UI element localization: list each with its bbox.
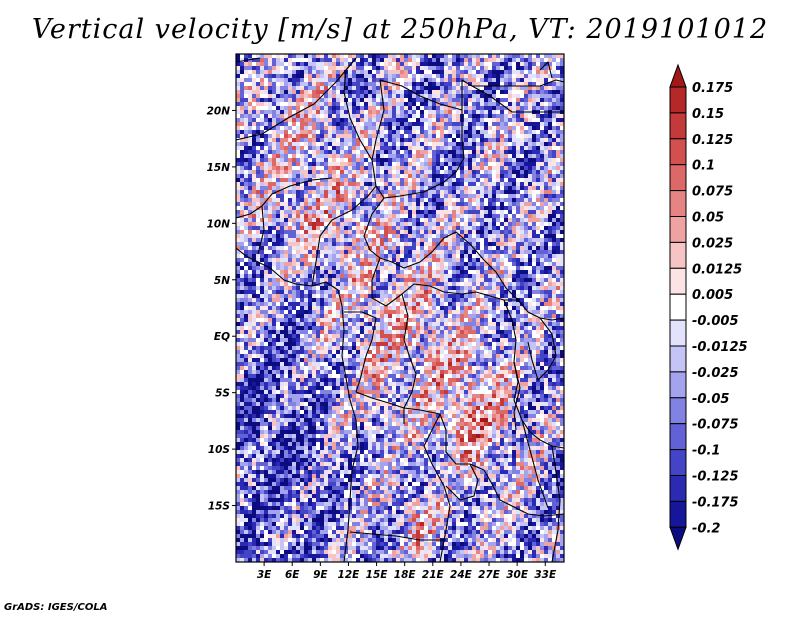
lon-tick-label: 6E: [285, 569, 300, 581]
colorbar-label: -0.025: [692, 366, 739, 381]
colorbar-label: 0.025: [692, 236, 733, 251]
colorbar-label: -0.075: [692, 418, 739, 433]
colorbar-swatch: [669, 138, 687, 166]
colorbar-swatch: [669, 500, 687, 528]
colorbar-swatch: [669, 449, 687, 477]
lon-tick-label: 9E: [313, 569, 328, 581]
border-line: [551, 445, 561, 562]
colorbar-swatch: [669, 112, 687, 140]
border-line: [445, 463, 479, 501]
border-line: [344, 311, 377, 393]
border-line: [521, 419, 549, 509]
border-line: [236, 177, 333, 219]
border-line: [443, 231, 564, 321]
colorbar-label: 0.005: [692, 288, 733, 303]
border-line: [401, 293, 417, 424]
lon-tick-label: 33E: [534, 569, 557, 581]
colorbar: 0.175 0.15 0.125 0.1 0.075 0.05 0.025 0.0125 0.0…: [669, 63, 748, 551]
lat-tick-label: EQ: [214, 331, 230, 343]
colorbar-label: 0.075: [692, 185, 733, 200]
colorbar-label: -0.125: [692, 470, 739, 485]
colorbar-label: -0.1: [692, 444, 720, 459]
colorbar-swatch: [669, 345, 687, 373]
colorbar-swatch: [669, 241, 687, 269]
colorbar-label: -0.0125: [692, 340, 748, 355]
lat-tick-label: 5N: [214, 275, 230, 287]
colorbar-label: -0.175: [692, 495, 739, 510]
lon-tick-label: 21E: [422, 569, 445, 581]
lon-tick-label: 24E: [450, 569, 473, 581]
colorbar-swatch: [669, 475, 687, 502]
border-line: [513, 361, 521, 431]
colorbar-swatch: [669, 164, 687, 192]
border-line: [371, 79, 463, 161]
border-line: [539, 61, 553, 79]
colorbar-label: 0.15: [692, 107, 724, 122]
border-line: [383, 79, 564, 199]
colorbar-label: -0.05: [692, 392, 729, 407]
lon-tick-label: 3E: [257, 569, 272, 581]
border-line: [472, 79, 564, 87]
chart-title: Vertical velocity [m/s] at 250hPa, VT: 2…: [31, 14, 769, 45]
colorbar-top-arrow: [669, 63, 687, 88]
border-line: [483, 469, 564, 517]
border-line: [349, 531, 446, 541]
lon-tick-label: 18E: [394, 569, 417, 581]
border-line: [503, 299, 564, 449]
border-line: [311, 185, 445, 287]
lat-tick-label: 20N: [207, 105, 231, 117]
lon-tick-label: 30E: [506, 569, 529, 581]
colorbar-swatch: [669, 267, 687, 295]
colorbar-bottom-arrow: [669, 526, 687, 551]
colorbar-label: 0.125: [692, 133, 733, 148]
colorbar-swatch: [669, 293, 687, 321]
border-line: [257, 205, 265, 255]
colorbar-swatch: [669, 423, 687, 451]
lat-tick-label: 15N: [207, 162, 231, 174]
lon-tick-label: 27E: [478, 569, 501, 581]
colorbar-label: 0.1: [692, 159, 715, 174]
border-line: [371, 257, 518, 307]
border-line: [236, 57, 261, 63]
colorbar-swatch: [669, 86, 687, 114]
velocity-field: [236, 54, 564, 562]
colorbar-label: -0.005: [692, 314, 739, 329]
lat-tick-label: 10N: [207, 218, 231, 230]
lon-tick-label: 15E: [366, 569, 389, 581]
border-line: [423, 413, 451, 562]
colorbar-swatch: [669, 319, 687, 347]
map-frame: [235, 53, 565, 563]
lat-tick-label: 10S: [208, 444, 230, 456]
colorbar-label: 0.175: [692, 81, 733, 96]
colorbar-swatch: [669, 216, 687, 243]
border-line: [236, 57, 357, 141]
colorbar-swatch: [669, 371, 687, 399]
colorbar-swatch: [669, 190, 687, 218]
border-line: [527, 317, 557, 381]
border-line: [236, 247, 359, 562]
lat-tick-label: 15S: [208, 501, 230, 513]
footer-credit: GrADS: IGES/COLA: [4, 602, 108, 613]
colorbar-swatch: [669, 397, 687, 425]
map-axes: 20N 15N 10N 5N EQ 5S 10S 15S 3E 6E 9E 12E 15E 18E 21E 2…: [207, 105, 557, 581]
colorbar-label: 0.0125: [692, 262, 742, 277]
colorbar-label: 0.05: [692, 211, 724, 226]
lon-tick-label: 12E: [338, 569, 361, 581]
colorbar-label: -0.2: [692, 521, 720, 536]
country-borders: [236, 57, 564, 562]
lat-tick-label: 5S: [215, 388, 230, 400]
